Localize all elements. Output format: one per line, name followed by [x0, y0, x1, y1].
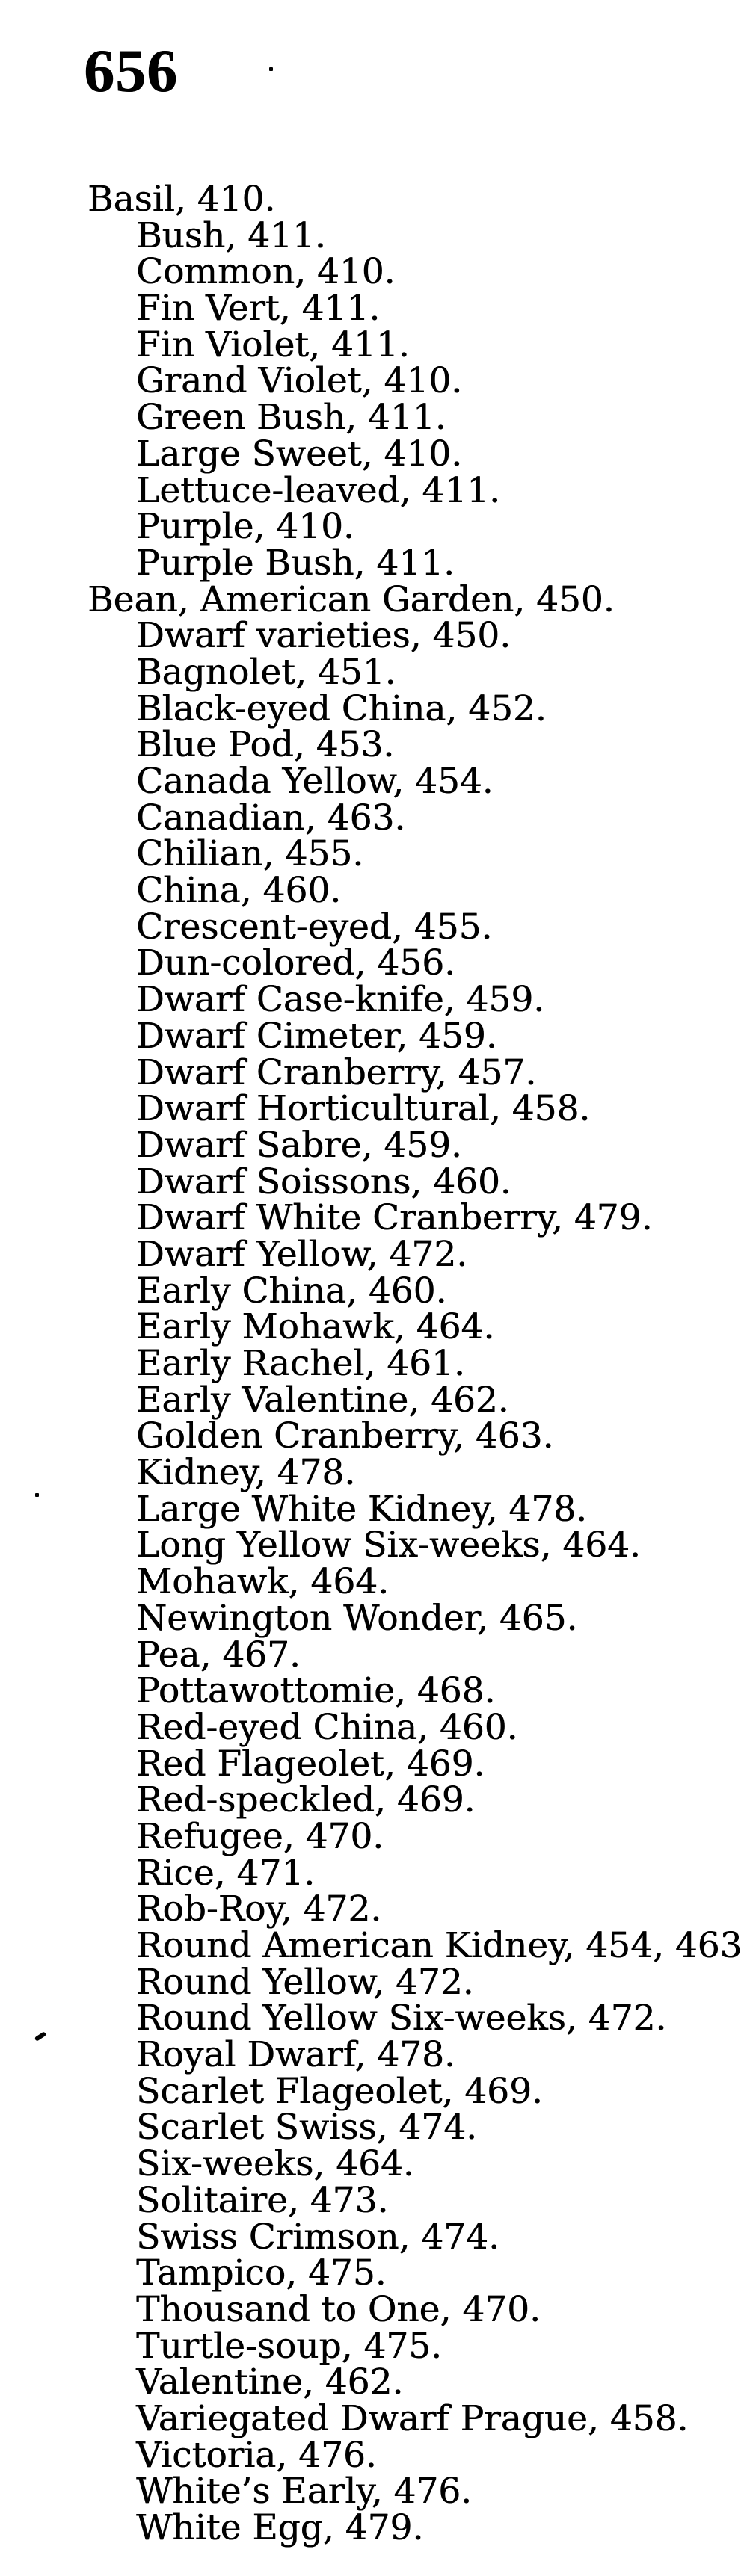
index-entry: Early Valentine, 462. [136, 1379, 509, 1421]
index-entry: Variegated Dwarf Prague, 458. [136, 2397, 689, 2439]
scan-artifact-dot [269, 67, 273, 71]
index-entry: Dwarf varieties, 450. [136, 615, 511, 657]
index-entry: Fin Violet, 411. [136, 324, 410, 365]
index-entry: Turtle-soup, 475. [136, 2325, 443, 2367]
index-entry: Lettuce-leaved, 411. [136, 469, 500, 511]
index-entry: Victoria, 476. [136, 2434, 377, 2476]
index-entry: Long Yellow Six-weeks, 464. [136, 1525, 641, 1566]
index-entry: Red-speckled, 469. [136, 1779, 476, 1821]
index-entry: Purple Bush, 411. [136, 542, 455, 584]
index-entry: Mohawk, 464. [136, 1561, 389, 1603]
index-entry: Pea, 467. [136, 1634, 301, 1675]
index-entry: Dwarf White Cranberry, 479. [136, 1197, 653, 1239]
index-entry: Blue Pod, 453. [136, 724, 395, 766]
index-entry: Pottawottomie, 468. [136, 1670, 496, 1712]
index-entry: Bush, 411. [136, 214, 326, 256]
index-entry: Round American Kidney, 454, 463. [136, 1925, 741, 1966]
page-number: 656 [84, 37, 178, 105]
index-entry: Dwarf Horticultural, 458. [136, 1088, 591, 1130]
index-entry: Chilian, 455. [136, 833, 364, 875]
index-entry: Dwarf Sabre, 459. [136, 1124, 462, 1166]
index-entry: White Egg, 479. [136, 2507, 424, 2548]
index-entry: Early China, 460. [136, 1270, 447, 1312]
index-entry: Newington Wonder, 465. [136, 1597, 578, 1639]
index-entry: Valentine, 462. [136, 2362, 404, 2403]
index-entry: Black-eyed China, 452. [136, 688, 547, 729]
index-entry: Fin Vert, 411. [136, 288, 381, 330]
index-entry: Scarlet Flageolet, 469. [136, 2070, 543, 2112]
index-entry: Rice, 471. [136, 1852, 316, 1894]
index-entry: Bagnolet, 451. [136, 651, 396, 693]
index-entry: Royal Dwarf, 478. [136, 2034, 455, 2076]
index-entry: Refugee, 470. [136, 1815, 384, 1857]
index-entry: Round Yellow, 472. [136, 1961, 474, 2003]
index-entry: Dwarf Soissons, 460. [136, 1161, 511, 1202]
scan-artifact-stroke [34, 2031, 47, 2042]
index-entry: Scarlet Swiss, 474. [136, 2107, 477, 2149]
index-entry: Round Yellow Six-weeks, 472. [136, 1998, 667, 2039]
index-entry: Red-eyed China, 460. [136, 1706, 518, 1748]
index-entry: Red Flageolet, 469. [136, 1743, 485, 1785]
index-entry: Solitaire, 473. [136, 2179, 389, 2221]
index-entry: Golden Cranberry, 463. [136, 1415, 554, 1457]
index-entry: Crescent-eyed, 455. [136, 906, 493, 948]
index-entry: White’s Early, 476. [136, 2471, 472, 2512]
index-entry: Basil, 410. [87, 179, 276, 220]
index-entry: China, 460. [136, 870, 342, 912]
index-entry: Swiss Crimson, 474. [136, 2216, 499, 2258]
index-entry: Early Mohawk, 464. [136, 1306, 495, 1348]
index-entry: Six-weeks, 464. [136, 2143, 414, 2185]
index-entry: Early Rachel, 461. [136, 1343, 465, 1384]
index-entry: Dwarf Cranberry, 457. [136, 1051, 537, 1093]
index-entry: Rob-Roy, 472. [136, 1888, 382, 1930]
scan-artifact-dot [35, 1493, 39, 1497]
index-entry: Purple, 410. [136, 506, 354, 548]
index-entry: Dwarf Case-knife, 459. [136, 979, 545, 1021]
index-entry: Canadian, 463. [136, 797, 406, 838]
index-entry: Dun-colored, 456. [136, 942, 455, 984]
index-entry: Dwarf Yellow, 472. [136, 1233, 468, 1275]
index-entry: Bean, American Garden, 450. [87, 578, 615, 620]
index-entry: Tampico, 475. [136, 2252, 387, 2294]
index-entry-list: Basil, 410. Bush, 411. Common, 410. Fin Ver… [87, 179, 741, 2548]
index-entry: Grand Violet, 410. [136, 360, 463, 402]
index-entry: Large White Kidney, 478. [136, 1488, 587, 1530]
index-entry: Green Bush, 411. [136, 397, 446, 439]
index-entry: Dwarf Cimeter, 459. [136, 1015, 497, 1057]
index-entry: Kidney, 478. [136, 1452, 356, 1494]
index-entry: Canada Yellow, 454. [136, 761, 494, 802]
index-entry: Thousand to One, 470. [136, 2288, 541, 2330]
index-entry: Large Sweet, 410. [136, 433, 463, 475]
index-entry: Common, 410. [136, 251, 396, 293]
